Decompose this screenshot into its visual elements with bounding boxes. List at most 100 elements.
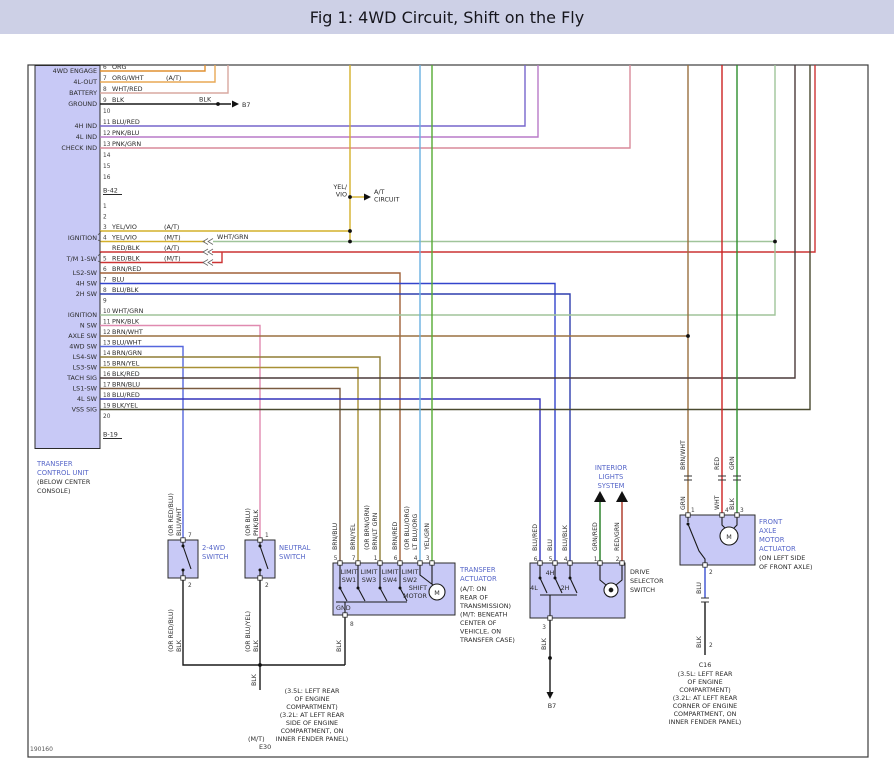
pin-number: 1 xyxy=(691,508,695,514)
tcu-pin-label: 4L IND xyxy=(76,133,97,141)
wire-blk-red xyxy=(100,65,796,379)
gnd-label: GND xyxy=(336,604,351,612)
pin-number: 7 xyxy=(352,556,356,562)
wire-blk-switch24 xyxy=(182,578,345,666)
wire-label-rot: (OR RED/BLU) xyxy=(168,493,175,536)
tcu-wire-label: BLU/BLK xyxy=(112,286,139,294)
ground-id: (M/T) xyxy=(248,735,265,743)
wire-label-rot: (OR RED/BLU) xyxy=(168,609,175,652)
wire-red-blk-mt xyxy=(100,252,223,264)
tcu-pin-label: AXLE SW xyxy=(68,332,97,340)
pin-number: 6 xyxy=(394,556,398,562)
interior-lights-caption: INTERIOR xyxy=(595,464,628,472)
tcu-pin-number: 1 xyxy=(103,204,107,210)
wire-blu-wht xyxy=(100,345,184,540)
tcu-pin-label: LS3-SW xyxy=(73,364,98,372)
figure-title: Fig 1: 4WD Circuit, Shift on the Fly xyxy=(309,7,585,27)
wire-org-wht xyxy=(100,65,216,83)
tcu-wire-label: BRN/WHT xyxy=(112,328,143,336)
wire-label-rot: BLK xyxy=(729,497,736,510)
connector-ref-b7-top: B7 xyxy=(242,101,250,109)
wire-label-yel-vio: VIO xyxy=(336,191,347,199)
wire-label-rot: BLK xyxy=(541,637,548,650)
switch24-caption: 2-4WD xyxy=(202,544,225,552)
tcu-wire-label: ORG/WHT xyxy=(112,74,144,82)
tcu-caption: CONTROL UNIT xyxy=(37,469,89,477)
tcu-pin-number: 15 xyxy=(103,362,111,368)
drive-caption: DRIVE xyxy=(630,568,650,576)
wire-brn-grn xyxy=(100,356,381,563)
tcu-wire-label: RED/BLK xyxy=(112,244,140,252)
pin-number: 2 xyxy=(188,583,192,589)
wire-label-rot: GRN/RED xyxy=(592,522,599,551)
drive-switch-blades xyxy=(539,577,578,618)
connector-ref-b7-bottom: B7 xyxy=(548,702,556,710)
c16-note: (3.5L: LEFT REAR xyxy=(678,670,733,678)
pin-number: 7 xyxy=(188,533,192,539)
tcu-pin-number: 10 xyxy=(103,309,111,315)
wire-label-rot: BLU/RED xyxy=(532,524,539,551)
wire-blu xyxy=(100,282,556,563)
tcu-wire-label: BLU/WHT xyxy=(112,339,142,347)
neutral-caption: SWITCH xyxy=(279,553,306,561)
limit-switch-blades xyxy=(339,587,408,602)
wire-brn-yel xyxy=(100,366,359,563)
tcu-pin-number: 18 xyxy=(103,393,111,399)
tcu-pin-number: 13 xyxy=(103,142,111,148)
b7-bottom-arrow-icon xyxy=(546,692,554,699)
wire-label-rot: BRN/RED xyxy=(392,522,399,550)
tcu-pin-number: 7 xyxy=(103,76,107,82)
tcu-pin-number: 12 xyxy=(103,131,111,137)
tcu-pin-number: 13 xyxy=(103,341,111,347)
motor-m-symbol: M xyxy=(434,589,440,597)
connector-id-c16: C16 xyxy=(699,661,712,669)
c16-note: INNER FENDER PANEL) xyxy=(669,718,742,726)
figure-title-bar: Fig 1: 4WD Circuit, Shift on the Fly xyxy=(0,0,894,34)
pin-number: 2 xyxy=(265,583,269,589)
tcu-pin-label: 4WD SW xyxy=(69,343,97,351)
ground-note: OF ENGINE xyxy=(294,695,329,703)
actuator-note: TRANSMISSION) xyxy=(459,602,511,610)
wire-label-rot: BRN/BLU xyxy=(332,523,339,550)
front-axle-caption: AXLE xyxy=(759,527,776,535)
diagram-border xyxy=(27,64,869,758)
tcu-wire-label: BRN/YEL xyxy=(112,360,140,368)
tcu-pin-number: 3 xyxy=(103,225,107,231)
tcu-pin-number: 16 xyxy=(103,175,111,181)
pin-number: 1 xyxy=(594,557,598,563)
wire-brn-red xyxy=(100,272,401,563)
ground-note: INNER FENDER PANEL) xyxy=(276,735,349,743)
tcu-wire-label: RED/BLK xyxy=(112,255,140,263)
pin-number: 1 xyxy=(265,533,269,539)
tcu-wire-note: (A/T) xyxy=(166,74,181,82)
tcu-wire-label: YEL/VIO xyxy=(111,234,137,242)
at-circuit-ref: CIRCUIT xyxy=(374,196,399,204)
wire-label-rot: BLU xyxy=(547,539,554,551)
tcu-pin-number: 19 xyxy=(103,404,111,410)
connector-id-b19: B-19 xyxy=(103,431,118,439)
wire-label-wht-grn-alt: WHT/GRN xyxy=(217,233,249,241)
tcu-wire-label: PNK/BLK xyxy=(112,318,140,326)
pin-number: 4 xyxy=(725,508,729,514)
actuator-note: TRANSFER CASE) xyxy=(459,636,515,644)
drive-lamp-leads xyxy=(599,563,623,586)
tcu-pin-number: 8 xyxy=(103,288,107,294)
pin-number: 3 xyxy=(740,508,744,514)
interior-lights-arrow-icon xyxy=(616,491,628,502)
interior-lights-caption: SYSTEM xyxy=(597,482,624,490)
interior-lights-arrow-icon xyxy=(594,491,606,502)
actuator-caption: ACTUATOR xyxy=(460,575,497,583)
ground-note: (3.2L: AT LEFT REAR xyxy=(280,711,345,719)
tcu-wire-label: BRN/RED xyxy=(112,265,141,273)
tcu-pin-label-ignition: IGNITION xyxy=(68,234,97,242)
tcu-pin-label: 2H SW xyxy=(76,290,98,298)
limit-sw-label: LIMIT xyxy=(341,568,358,576)
ground-note: (3.5L: LEFT REAR xyxy=(285,687,340,695)
tcu-wire-label: BLU/RED xyxy=(112,118,140,126)
drive-position-4h: 4H xyxy=(546,569,555,577)
wire-wht-grn-ign xyxy=(100,65,776,316)
tcu-pin-label: 4H SW xyxy=(76,280,98,288)
wire-pnk-grn xyxy=(100,65,631,149)
wire-label-rot: GRN xyxy=(729,456,736,470)
